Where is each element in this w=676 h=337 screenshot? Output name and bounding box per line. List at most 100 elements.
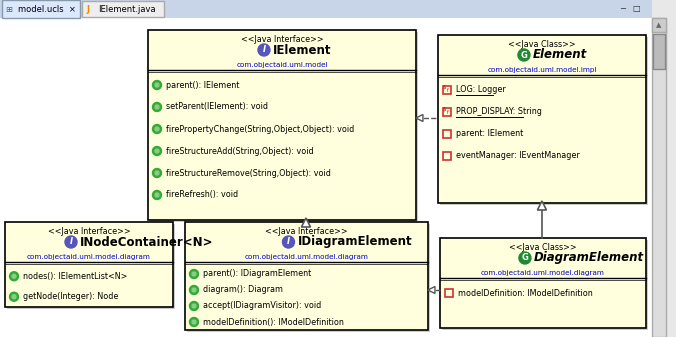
- Text: $: $: [443, 107, 446, 112]
- Bar: [5, 222, 173, 307]
- Text: IDiagramElement: IDiagramElement: [297, 236, 412, 248]
- Circle shape: [189, 317, 199, 327]
- Circle shape: [153, 168, 162, 178]
- Polygon shape: [537, 201, 546, 210]
- Text: G: G: [521, 51, 527, 60]
- Circle shape: [258, 44, 270, 56]
- Circle shape: [192, 272, 196, 276]
- Text: <<Java Interface>>: <<Java Interface>>: [48, 227, 130, 236]
- Circle shape: [9, 272, 18, 281]
- Text: <<Java Class>>: <<Java Class>>: [508, 40, 576, 49]
- Bar: [445, 289, 453, 297]
- Text: fireStructureAdd(String,Object): void: fireStructureAdd(String,Object): void: [166, 147, 314, 155]
- Text: nodes(): IElementList<N>: nodes(): IElementList<N>: [23, 272, 127, 281]
- Circle shape: [155, 127, 159, 131]
- Text: com.objectaid.uml.model.diagram: com.objectaid.uml.model.diagram: [245, 254, 368, 260]
- Circle shape: [155, 105, 159, 109]
- Circle shape: [192, 288, 196, 292]
- Text: parent(): IDiagramElement: parent(): IDiagramElement: [203, 270, 311, 278]
- Circle shape: [155, 193, 159, 197]
- Bar: [442, 240, 648, 330]
- Text: ▲: ▲: [656, 22, 662, 28]
- Bar: [82, 1, 164, 17]
- Bar: [440, 238, 646, 328]
- Bar: [440, 37, 648, 205]
- Bar: [443, 152, 451, 160]
- Circle shape: [192, 320, 196, 324]
- Circle shape: [153, 124, 162, 133]
- Text: ⊞: ⊞: [5, 4, 12, 13]
- Bar: [438, 35, 646, 203]
- Bar: [652, 18, 666, 32]
- Text: PROP_DISPLAY: String: PROP_DISPLAY: String: [456, 108, 542, 117]
- Text: getNode(Integer): Node: getNode(Integer): Node: [23, 292, 118, 301]
- Text: eventManager: IEventManager: eventManager: IEventManager: [456, 152, 580, 160]
- Text: parent(): IElement: parent(): IElement: [166, 81, 239, 90]
- Text: INodeContainer<N>: INodeContainer<N>: [80, 236, 214, 248]
- Text: $: $: [443, 85, 446, 90]
- Text: DiagramElement: DiagramElement: [534, 251, 644, 265]
- Text: J: J: [86, 4, 89, 13]
- Text: <<Java Interface>>: <<Java Interface>>: [265, 227, 347, 236]
- Text: ─   □: ─ □: [620, 4, 641, 13]
- Text: model.ucls  ×: model.ucls ×: [18, 4, 76, 13]
- Circle shape: [189, 302, 199, 310]
- Circle shape: [518, 49, 530, 61]
- Bar: [187, 224, 430, 332]
- Text: Element: Element: [533, 49, 587, 61]
- Bar: [443, 86, 451, 94]
- Polygon shape: [428, 286, 435, 294]
- Text: fireRefresh(): void: fireRefresh(): void: [166, 190, 238, 200]
- Text: com.objectaid.uml.model.diagram: com.objectaid.uml.model.diagram: [27, 254, 151, 260]
- Polygon shape: [301, 218, 310, 227]
- Circle shape: [153, 190, 162, 200]
- Bar: [443, 108, 451, 116]
- Circle shape: [283, 236, 295, 248]
- Text: fireStructureRemove(String,Object): void: fireStructureRemove(String,Object): void: [166, 168, 331, 178]
- Circle shape: [153, 81, 162, 90]
- Bar: [7, 224, 175, 309]
- Circle shape: [192, 304, 196, 308]
- Text: com.objectaid.uml.model.impl: com.objectaid.uml.model.impl: [487, 67, 597, 73]
- Circle shape: [189, 285, 199, 295]
- Circle shape: [65, 236, 77, 248]
- Bar: [2, 0, 80, 18]
- Bar: [150, 32, 418, 222]
- Text: I: I: [262, 45, 266, 55]
- Text: IElement: IElement: [273, 43, 331, 57]
- Text: G: G: [521, 253, 529, 263]
- Circle shape: [12, 295, 16, 299]
- Text: diagram(): Diagram: diagram(): Diagram: [203, 285, 283, 295]
- Text: <<Java Interface>>: <<Java Interface>>: [241, 35, 323, 44]
- Circle shape: [9, 292, 18, 301]
- Bar: [652, 18, 666, 337]
- Text: parent: IElement: parent: IElement: [456, 129, 523, 139]
- Text: I: I: [70, 238, 72, 246]
- Circle shape: [519, 252, 531, 264]
- Circle shape: [155, 83, 159, 87]
- Text: f: f: [447, 110, 449, 115]
- Bar: [148, 30, 416, 220]
- Circle shape: [12, 274, 16, 278]
- Bar: [443, 130, 451, 138]
- Text: accept(IDiagramVisitor): void: accept(IDiagramVisitor): void: [203, 302, 321, 310]
- Bar: [653, 34, 665, 69]
- Circle shape: [153, 102, 162, 112]
- Bar: [185, 222, 428, 330]
- Text: IElement.java: IElement.java: [98, 4, 155, 13]
- Polygon shape: [416, 115, 423, 122]
- Text: firePropertyChange(String,Object,Object): void: firePropertyChange(String,Object,Object)…: [166, 124, 354, 133]
- Circle shape: [153, 147, 162, 155]
- Text: f: f: [447, 88, 449, 93]
- Bar: [0, 0, 652, 18]
- Text: com.objectaid.uml.model: com.objectaid.uml.model: [236, 62, 328, 68]
- Text: setParent(IElement): void: setParent(IElement): void: [166, 102, 268, 112]
- Circle shape: [155, 171, 159, 175]
- Text: <<Java Class>>: <<Java Class>>: [509, 243, 577, 252]
- Circle shape: [189, 270, 199, 278]
- Text: modelDefinition: IModelDefinition: modelDefinition: IModelDefinition: [458, 288, 593, 298]
- Text: com.objectaid.uml.model.diagram: com.objectaid.uml.model.diagram: [481, 270, 605, 276]
- Text: LOG: Logger: LOG: Logger: [456, 86, 506, 94]
- Text: I: I: [287, 238, 290, 246]
- Text: modelDefinition(): IModelDefinition: modelDefinition(): IModelDefinition: [203, 317, 344, 327]
